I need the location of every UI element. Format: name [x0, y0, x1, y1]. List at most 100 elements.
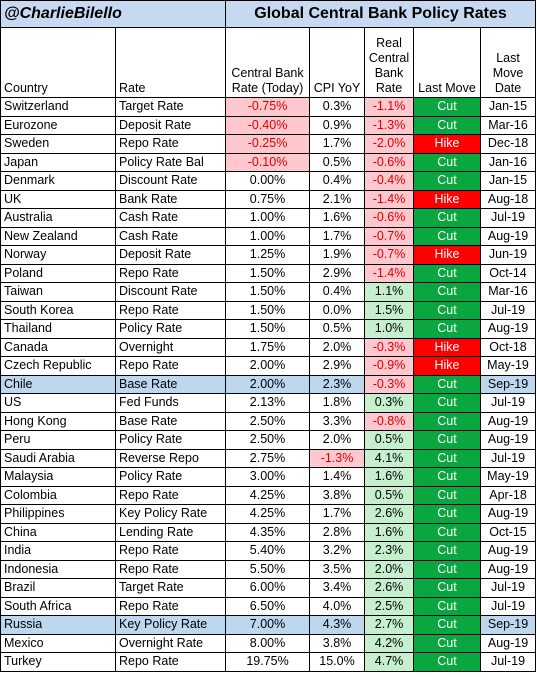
rate-type-cell: Overnight [114, 337, 227, 357]
last-move-date-cell: Oct-14 [480, 263, 537, 283]
cb-rate-cell: 0.75% [225, 189, 311, 209]
last-move-date-cell: Jul-19 [480, 448, 537, 468]
last-move-date-cell: Aug-19 [480, 319, 537, 339]
country-cell: Philippines [0, 504, 116, 524]
table-row: Czech Republic Repo Rate 2.00% 2.9% -0.9% Hik… [0, 356, 537, 376]
last-move-cell: Cut [413, 448, 482, 468]
rate-type-cell: Key Policy Rate [114, 615, 227, 635]
author-handle: @CharlieBilello [0, 0, 227, 28]
last-move-date-cell: Aug-19 [480, 633, 537, 653]
cb-rate-cell: -0.40% [225, 115, 311, 135]
table-row: Mexico Overnight Rate 8.00% 3.8% 4.2% Cut Aug-… [0, 633, 537, 653]
last-move-cell: Cut [413, 541, 482, 561]
real-rate-cell: 1.0% [364, 319, 415, 339]
cpi-cell: 3.4% [309, 578, 366, 598]
table-row: Australia Cash Rate 1.00% 1.6% -0.6% Cut Jul-1… [0, 208, 537, 228]
table-row: Malaysia Policy Rate 3.00% 1.4% 1.6% Cut May-1… [0, 467, 537, 487]
table-row: Canada Overnight 1.75% 2.0% -0.3% Hike Oct-18 [0, 337, 537, 357]
last-move-cell: Cut [413, 467, 482, 487]
country-cell: Russia [0, 615, 116, 635]
last-move-cell: Cut [413, 578, 482, 598]
table-row: Taiwan Discount Rate 1.50% 0.4% 1.1% Cut Mar-1… [0, 282, 537, 302]
last-move-cell: Cut [413, 652, 482, 672]
cb-rate-cell: 1.25% [225, 245, 311, 265]
last-move-date-cell: Apr-18 [480, 485, 537, 505]
last-move-date-cell: Aug-19 [480, 411, 537, 431]
table-row: Switzerland Target Rate -0.75% 0.3% -1.1% Cut… [0, 97, 537, 117]
real-rate-cell: -0.6% [364, 152, 415, 172]
cpi-cell: 15.0% [309, 652, 366, 672]
title-row: @CharlieBilello Global Central Bank Poli… [0, 0, 537, 28]
last-move-date-cell: Dec-18 [480, 134, 537, 154]
table-row: Philippines Key Policy Rate 4.25% 1.7% 2.6% C… [0, 504, 537, 524]
table-row: Poland Repo Rate 1.50% 2.9% -1.4% Cut Oct-14 [0, 263, 537, 283]
real-rate-cell: 1.5% [364, 300, 415, 320]
last-move-cell: Cut [413, 171, 482, 191]
last-move-date-cell: Jan-16 [480, 152, 537, 172]
rate-type-cell: Cash Rate [114, 208, 227, 228]
cb-rate-cell: 2.50% [225, 430, 311, 450]
country-cell: Canada [0, 337, 116, 357]
cpi-cell: 3.5% [309, 559, 366, 579]
rate-type-cell: Repo Rate [114, 485, 227, 505]
country-cell: Colombia [0, 485, 116, 505]
cb-rate-cell: 1.50% [225, 300, 311, 320]
last-move-cell: Cut [413, 115, 482, 135]
rate-type-cell: Lending Rate [114, 522, 227, 542]
cpi-cell: 1.4% [309, 467, 366, 487]
country-cell: Denmark [0, 171, 116, 191]
table-row: Japan Policy Rate Bal -0.10% 0.5% -0.6% Cut Ja… [0, 152, 537, 172]
cpi-cell: -1.3% [309, 448, 366, 468]
rate-type-cell: Target Rate [114, 578, 227, 598]
cpi-cell: 2.3% [309, 374, 366, 394]
table-row: Eurozone Deposit Rate -0.40% 0.9% -1.3% Cut Ma… [0, 115, 537, 135]
table-row: Chile Base Rate 2.00% 2.3% -0.3% Cut Sep-19 [0, 374, 537, 394]
country-cell: Hong Kong [0, 411, 116, 431]
last-move-date-cell: Jan-15 [480, 97, 537, 117]
real-rate-cell: -0.3% [364, 374, 415, 394]
country-cell: Poland [0, 263, 116, 283]
cb-rate-cell: 4.25% [225, 504, 311, 524]
country-cell: Indonesia [0, 559, 116, 579]
country-cell: Saudi Arabia [0, 448, 116, 468]
table-row: Thailand Policy Rate 1.50% 0.5% 1.0% Cut Aug-1… [0, 319, 537, 339]
table-row: Colombia Repo Rate 4.25% 3.8% 0.5% Cut Apr-18 [0, 485, 537, 505]
last-move-date-cell: Sep-19 [480, 615, 537, 635]
real-rate-cell: -0.7% [364, 245, 415, 265]
table-row: Russia Key Policy Rate 7.00% 4.3% 2.7% Cut Sep… [0, 615, 537, 635]
last-move-cell: Cut [413, 411, 482, 431]
last-move-cell: Cut [413, 504, 482, 524]
last-move-cell: Cut [413, 485, 482, 505]
cb-rate-cell: 5.40% [225, 541, 311, 561]
country-cell: Turkey [0, 652, 116, 672]
cb-rate-cell: 4.35% [225, 522, 311, 542]
table-row: Hong Kong Base Rate 2.50% 3.3% -0.8% Cut Aug-1… [0, 411, 537, 431]
real-rate-cell: 4.2% [364, 633, 415, 653]
real-rate-cell: 4.1% [364, 448, 415, 468]
header-real-rate: Real Central Bank Rate [364, 27, 415, 98]
last-move-date-cell: Jul-19 [480, 300, 537, 320]
cpi-cell: 3.2% [309, 541, 366, 561]
country-cell: China [0, 522, 116, 542]
rate-type-cell: Fed Funds [114, 393, 227, 413]
cpi-cell: 3.8% [309, 633, 366, 653]
country-cell: Norway [0, 245, 116, 265]
last-move-cell: Cut [413, 152, 482, 172]
rate-type-cell: Repo Rate [114, 652, 227, 672]
table-row: Saudi Arabia Reverse Repo 2.75% -1.3% 4.1% Cu… [0, 448, 537, 468]
real-rate-cell: 2.3% [364, 541, 415, 561]
table-row: Sweden Repo Rate -0.25% 1.7% -2.0% Hike Dec-18 [0, 134, 537, 154]
country-cell: Switzerland [0, 97, 116, 117]
country-cell: Peru [0, 430, 116, 450]
real-rate-cell: 1.6% [364, 522, 415, 542]
table-row: South Korea Repo Rate 1.50% 0.0% 1.5% Cut Jul-… [0, 300, 537, 320]
rate-type-cell: Repo Rate [114, 300, 227, 320]
last-move-cell: Cut [413, 282, 482, 302]
last-move-cell: Cut [413, 300, 482, 320]
real-rate-cell: -2.0% [364, 134, 415, 154]
rate-type-cell: Policy Rate [114, 467, 227, 487]
real-rate-cell: 0.5% [364, 430, 415, 450]
last-move-date-cell: Aug-19 [480, 504, 537, 524]
cb-rate-cell: 1.50% [225, 263, 311, 283]
header-country: Country [0, 27, 116, 98]
